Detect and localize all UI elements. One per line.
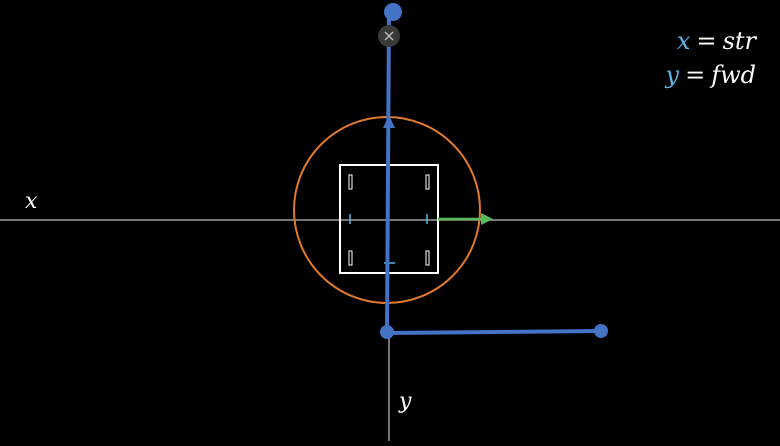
wheel-back-right [425,250,430,266]
legend-value-x: str [722,27,756,55]
legend-var-y: y [665,61,680,89]
x-axis-label: x [25,189,38,214]
legend-var-x: x [676,27,691,55]
legend-line-y: y = fwd [666,58,756,92]
legend-eq-x: = [696,27,717,55]
legend-line-x: x = str [666,24,756,58]
blue-vertical-line [385,11,391,333]
wheel-front-left [348,174,353,190]
y-axis-label: y [398,389,412,414]
green-arrow-head [481,213,493,225]
wheel-front-right [425,174,430,190]
blue-horizontal-line [386,329,602,335]
handle-top[interactable] [384,3,402,21]
legend-value-y: fwd [711,61,756,89]
handle-origin[interactable] [380,325,394,339]
wheel-back-left [348,250,353,266]
legend: x = str y = fwd [666,24,756,92]
legend-eq-y: = [685,61,706,89]
handle-right[interactable] [594,324,608,338]
close-icon[interactable] [378,25,400,47]
